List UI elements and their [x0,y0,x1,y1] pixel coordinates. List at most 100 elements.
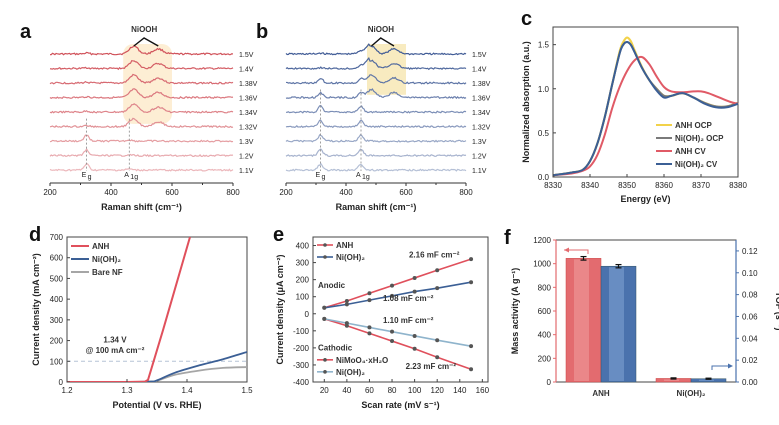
trace-label: 1.4V [472,67,487,74]
y-tick-label: 400 [538,331,552,340]
cdl-point [344,302,349,307]
y-tick-label: 1000 [533,260,551,269]
slope-label-nimoo4: 2.23 mF cm⁻² [406,362,457,371]
cdl-point [390,329,395,334]
raman-trace [49,162,234,172]
legend-marker [323,255,327,259]
y-right-tick-label: 0.12 [742,247,758,256]
raman-trace [49,73,234,85]
y-tick-label: -200 [293,344,310,353]
cdl-point [367,298,372,303]
raman-trace [285,162,467,172]
group-label-cathodic: Cathodic [318,343,353,352]
cdl-point [435,286,440,291]
x-tick-label: 1.2 [61,386,73,395]
y-tick-label: -100 [293,327,310,336]
bar-highlight [574,259,589,381]
panel-b: b 1.5V 1.4V 1.38V 1.36V 1.34V 1.32V 1.3V 1.2V 1.1… [256,21,491,212]
annotation-potential: 1.34 V [103,336,127,345]
slope-label-anh: 2.16 mF cm⁻² [409,250,460,259]
y-right-tick-label: 0.08 [742,291,758,300]
legend-label: NiMoO₄·xH₂O [336,356,388,365]
bar-highlight [664,379,679,381]
raman-trace [285,43,467,56]
xanes-curve [552,40,739,177]
slope-label-nioh-anodic: 1.08 mF cm⁻² [383,294,434,303]
y-tick-label: 200 [296,276,310,285]
legend-label: ANH OCP [675,121,713,130]
raman-trace [49,117,234,129]
cdl-point [469,367,474,372]
y-tick-label: 200 [50,337,64,346]
cdl-point [344,298,349,303]
y-axis-label: Current density (mA cm⁻²) [31,253,41,365]
x-tick-label: 8380 [729,181,747,190]
left-axis-arrow [564,249,589,254]
trace-label: 1.32V [239,125,258,132]
y-tick-label: 600 [538,307,552,316]
peak-label-sub: g [322,174,326,181]
trace-label: 1.32V [472,125,491,132]
y-tick-label: 400 [50,295,64,304]
cdl-point [367,331,372,336]
legend-label: Ni(OH)₂ CV [675,160,718,169]
x-tick-label: 100 [408,386,422,395]
y-tick-label: 300 [296,259,310,268]
peak-label-a1g: A [124,172,129,179]
raman-trace [285,57,467,71]
y-tick-label: 0 [59,378,64,387]
y-tick-label: 300 [50,316,64,325]
legend-label: Ni(OH)₂ [336,368,365,377]
y-tick-label: -300 [293,361,310,370]
cdl-point [469,344,474,349]
plot-frame [312,236,489,383]
y-tick-label: 800 [538,283,552,292]
raman-trace [49,134,234,143]
annotation-current: @ 100 mA cm⁻² [86,346,145,355]
panel-letter: e [273,224,284,246]
x-axis-label: Scan rate (mV s⁻¹) [361,400,439,410]
bar-highlight [609,267,624,381]
category-label: ANH [592,389,610,398]
x-tick-label: 40 [342,386,351,395]
panel-f: f ANH Ni(OH)₂ 0 200 400 600 800 1000 1200 0.00 0.02… [504,227,779,398]
raman-trace [49,44,234,56]
x-tick-label: 8330 [544,181,562,190]
y-tick-label: 1.0 [538,85,550,94]
x-tick-label: 600 [165,188,179,197]
bar-tof [600,265,637,383]
trace-label: 1.38V [472,81,491,88]
trace-label: 1.34V [472,110,491,117]
x-tick-label: 200 [43,188,57,197]
legend-label: Ni(OH)₂ [92,255,121,264]
raman-trace [49,147,234,158]
niooh-arrow [133,37,159,47]
lsv-curve [67,351,247,382]
trace-label: 1.36V [239,96,258,103]
legend-label: Bare NF [92,268,123,277]
y-tick-label: 100 [296,293,310,302]
trace-label: 1.5V [472,52,487,59]
cdl-point [344,321,349,326]
trace-label: 1.1V [239,168,254,175]
xanes-curve [552,55,739,177]
panel-c: c 8330 8340 8350 8360 8370 8380 0.0 0.5 1.0 1.5 Ene… [521,8,747,204]
trace-label: 1.38V [239,81,258,88]
legend-label: ANH CV [675,147,706,156]
cdl-point [390,293,395,298]
x-tick-label: 8350 [618,181,636,190]
raman-trace [285,119,467,129]
cdl-point [390,283,395,288]
y-axis-label: Mass activity (A g⁻¹) [510,268,520,354]
cdl-point [412,289,417,294]
y-tick-label: -400 [293,378,310,387]
x-tick-label: 8370 [692,181,710,190]
y-right-axis-label: TOF (s⁻¹) [774,291,779,330]
cdl-point [435,338,440,343]
x-tick-label: 400 [104,188,118,197]
legend-label: ANH [336,241,354,250]
panel-letter: b [256,21,268,43]
trace-label: 1.3V [472,139,487,146]
panel-d: d 1.2 1.3 1.4 1.5 0 100 200 300 400 500 600 700 Poten… [29,224,253,410]
